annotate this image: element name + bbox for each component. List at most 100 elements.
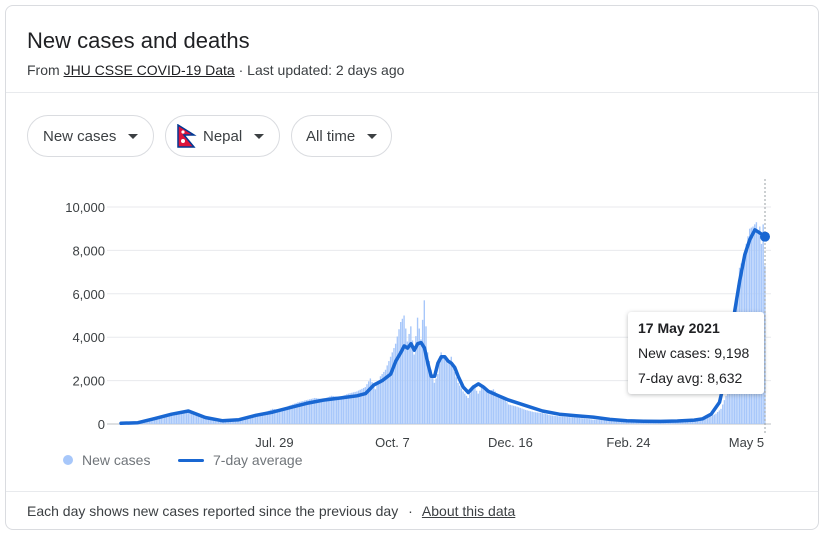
new-cases-bar: [393, 348, 395, 424]
chevron-down-icon: [254, 133, 265, 139]
new-cases-bar: [521, 408, 523, 424]
new-cases-bar: [206, 418, 208, 424]
new-cases-bar: [406, 341, 409, 424]
new-cases-bar: [298, 401, 301, 424]
source-link[interactable]: JHU CSSE COVID-19 Data: [63, 62, 235, 78]
new-cases-bar: [511, 405, 513, 424]
new-cases-bar: [383, 371, 385, 424]
new-cases-bar: [160, 415, 163, 424]
new-cases-bar: [711, 415, 714, 424]
new-cases-bar: [688, 420, 690, 424]
new-cases-bar: [315, 398, 318, 424]
new-cases-bar: [705, 417, 707, 424]
new-cases-bar: [689, 420, 692, 424]
new-cases-bar: [214, 419, 216, 424]
new-cases-bar: [158, 416, 161, 424]
new-cases-bar: [609, 420, 611, 424]
legend-average: 7-day average: [178, 452, 303, 468]
new-cases-bar: [509, 404, 511, 424]
new-cases-bar: [558, 416, 560, 424]
about-data-link[interactable]: About this data: [421, 503, 516, 519]
new-cases-bar: [528, 410, 530, 424]
footer-note: Each day shows new cases reported since …: [27, 503, 399, 519]
new-cases-bar: [384, 369, 387, 424]
new-cases-bar: [568, 417, 570, 424]
new-cases-bar: [275, 409, 277, 424]
tooltip-date: 17 May 2021: [638, 320, 720, 336]
new-cases-bar: [155, 417, 157, 424]
new-cases-bar: [320, 398, 323, 424]
new-cases-bar: [710, 416, 712, 424]
x-tick-label: Jul. 29: [255, 435, 293, 450]
new-cases-bar: [297, 402, 299, 424]
new-cases-bar: [364, 387, 366, 424]
new-cases-bar: [512, 405, 515, 424]
x-tick-label: Dec. 16: [488, 435, 533, 450]
new-cases-bar: [716, 411, 719, 424]
legend-average-label: 7-day average: [213, 452, 303, 468]
new-cases-bar: [162, 415, 164, 424]
legend-line-swatch: [178, 458, 204, 462]
new-cases-bar: [201, 417, 203, 424]
new-cases-bar: [362, 387, 365, 424]
footer: Each day shows new cases reported since …: [27, 503, 515, 519]
new-cases-bar: [555, 415, 557, 424]
new-cases-bar: [308, 399, 311, 424]
new-cases-bar: [150, 418, 152, 424]
new-cases-bar: [577, 417, 579, 424]
new-cases-bar: [327, 397, 329, 424]
new-cases-bar: [211, 419, 213, 424]
new-cases-bar: [565, 416, 567, 424]
new-cases-bar: [506, 402, 508, 424]
country-dropdown[interactable]: Nepal: [165, 115, 280, 157]
new-cases-bar: [266, 411, 269, 424]
new-cases-bar: [314, 397, 316, 424]
new-cases-bar: [571, 417, 574, 424]
new-cases-bar: [561, 416, 564, 424]
new-cases-bar: [519, 407, 522, 424]
new-cases-bar: [282, 409, 284, 424]
new-cases-bar: [330, 395, 333, 424]
y-tick-label: 4,000: [72, 330, 105, 345]
new-cases-bar: [612, 420, 614, 424]
new-cases-bar: [480, 387, 483, 424]
new-cases-bar: [700, 419, 702, 424]
new-cases-bar: [477, 393, 479, 424]
new-cases-bar: [292, 404, 294, 424]
new-cases-bar: [280, 409, 282, 424]
new-cases-bar: [543, 413, 545, 424]
new-cases-bar: [718, 410, 721, 424]
metric-dropdown[interactable]: New cases: [27, 115, 154, 157]
new-cases-bar: [425, 326, 427, 424]
new-cases-bar: [428, 361, 431, 424]
new-cases-bar: [504, 400, 506, 424]
new-cases-bar: [587, 419, 589, 424]
new-cases-bar: [273, 409, 275, 424]
new-cases-bar: [430, 369, 432, 424]
new-cases-bar: [184, 411, 186, 424]
new-cases-bar: [283, 408, 286, 424]
new-cases-bar: [479, 390, 481, 424]
new-cases-bar: [421, 319, 424, 424]
new-cases-bar: [715, 413, 717, 424]
new-cases-bar: [484, 387, 486, 424]
new-cases-bar: [620, 420, 623, 424]
new-cases-bar: [442, 355, 444, 424]
new-cases-bar: [389, 356, 392, 424]
new-cases-bar: [373, 385, 375, 424]
new-cases-bar: [588, 419, 591, 424]
new-cases-bar: [703, 418, 705, 424]
new-cases-bar: [300, 401, 302, 424]
new-cases-bar: [172, 412, 174, 424]
range-dropdown[interactable]: All time: [291, 115, 392, 157]
new-cases-bar: [437, 374, 439, 424]
new-cases-bar: [533, 412, 535, 424]
new-cases-bar: [696, 419, 699, 424]
new-cases-bar: [185, 411, 188, 424]
new-cases-bar: [256, 414, 259, 424]
new-cases-bar: [381, 374, 383, 424]
new-cases-bar: [482, 384, 485, 424]
footer-divider: [6, 491, 818, 492]
new-cases-bar: [369, 378, 372, 424]
new-cases-bar: [600, 420, 603, 424]
